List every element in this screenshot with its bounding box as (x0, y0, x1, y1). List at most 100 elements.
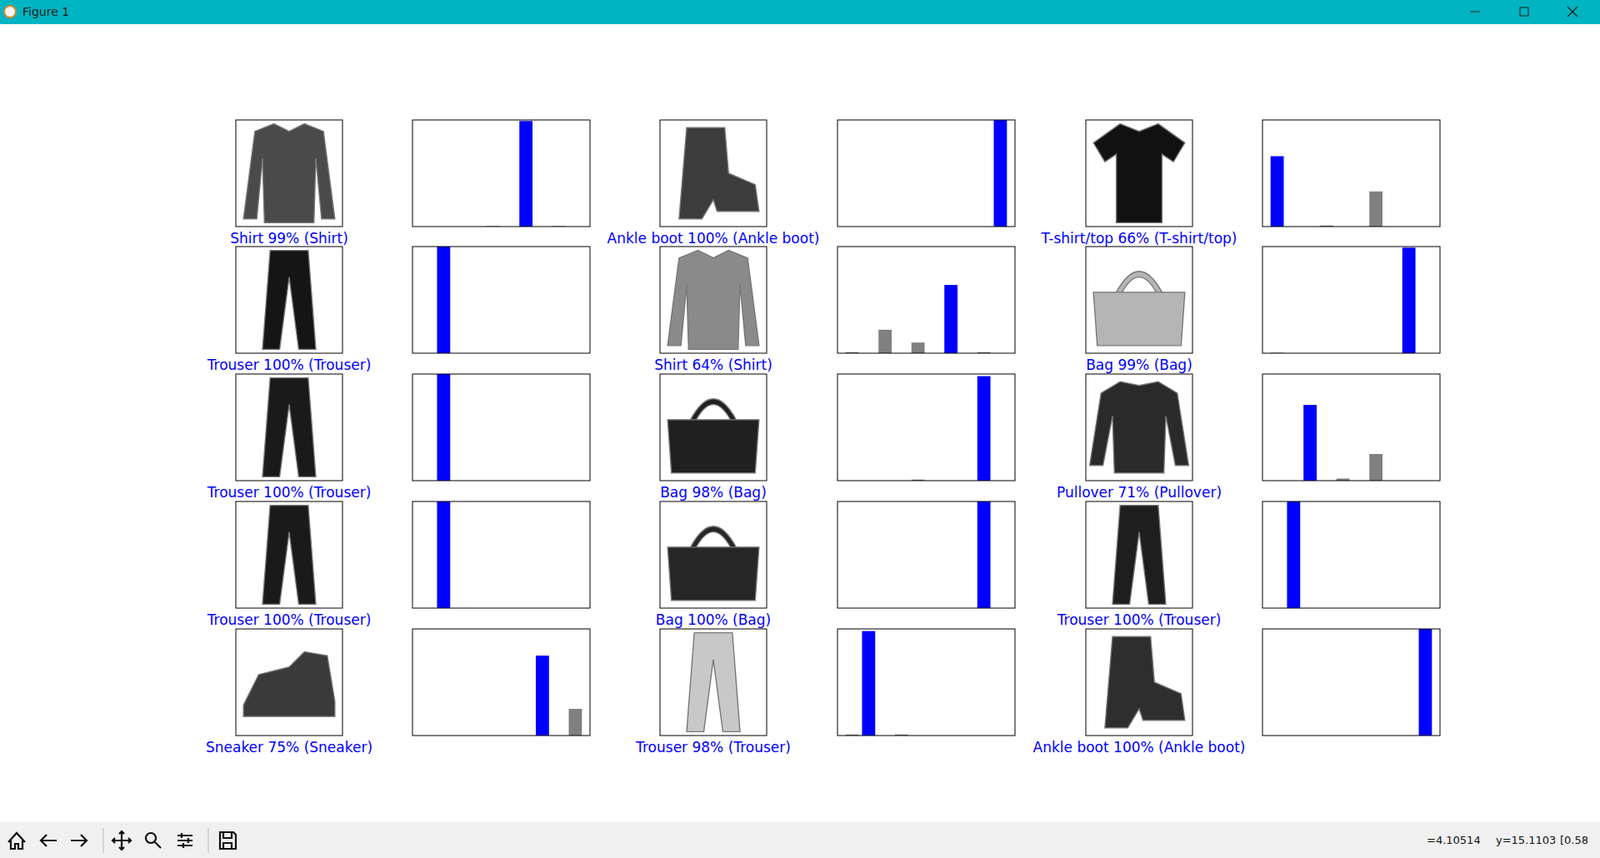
close-button[interactable] (1567, 6, 1578, 17)
x-label: Bag 100% (Bag) (655, 611, 771, 629)
minimize-button[interactable] (1470, 11, 1480, 13)
frame (660, 120, 767, 227)
bar (436, 246, 450, 354)
bar (944, 285, 958, 354)
bar (535, 655, 550, 736)
clothing-image (262, 505, 316, 605)
bar-panel (1262, 120, 1440, 227)
bar (569, 709, 583, 736)
bars (911, 376, 991, 481)
bar (878, 330, 892, 354)
image-panel: Ankle boot 100% (Ankle boot) (1033, 629, 1246, 756)
bars (845, 631, 909, 736)
bar (519, 120, 533, 227)
frame (837, 501, 1015, 609)
bar (1270, 156, 1285, 227)
x-label: Pullover 71% (Pullover) (1056, 484, 1222, 501)
image-panel: Trouser 100% (Trouser) (1056, 501, 1222, 629)
image-panel: Bag 100% (Bag) (655, 501, 771, 629)
status-text: [0.58 (1560, 834, 1589, 847)
bar (994, 120, 1008, 227)
save-button[interactable] (220, 832, 236, 850)
x-label: Bag 99% (Bag) (1085, 356, 1193, 374)
frame (412, 501, 590, 609)
bars (1270, 247, 1416, 354)
image-panel: Ankle boot 100% (Ankle boot) (607, 120, 820, 247)
bar (1286, 501, 1300, 609)
x-label: Ankle boot 100% (Ankle boot) (1033, 739, 1246, 756)
image-panel: Trouser 100% (Trouser) (206, 246, 372, 374)
title-bar (0, 0, 1600, 25)
clothing-image (243, 124, 335, 224)
bars (1419, 629, 1433, 736)
bars (1286, 501, 1300, 609)
home-button[interactable] (8, 833, 25, 850)
bars (535, 655, 582, 736)
frame (235, 246, 343, 354)
bar (1369, 191, 1383, 227)
bars (1303, 405, 1383, 481)
clothing-image (262, 378, 316, 478)
figure-window: Figure 1=4.10514y=15.1103[0.58Shirt 99% … (0, 0, 1600, 858)
image-panel: Shirt 64% (Shirt) (654, 246, 773, 374)
frame (235, 374, 343, 481)
bar-panel (1262, 374, 1440, 481)
clothing-image (262, 250, 316, 350)
frame (660, 629, 767, 736)
frame (1085, 501, 1193, 609)
frame (1262, 120, 1440, 227)
zoom-button[interactable] (145, 833, 161, 849)
image-panel: Trouser 100% (Trouser) (206, 501, 372, 629)
status-text: =4.10514 (1426, 834, 1481, 847)
x-label: Trouser 100% (Trouser) (206, 356, 372, 374)
bar-panel (837, 501, 1015, 609)
bar-panel (837, 246, 1015, 354)
bars (977, 501, 991, 609)
frame (837, 120, 1015, 227)
image-panel: Trouser 100% (Trouser) (206, 374, 372, 501)
frame (837, 374, 1015, 481)
maximize-button[interactable] (1520, 7, 1529, 16)
frame (1085, 120, 1193, 227)
frame (1262, 246, 1440, 354)
bars (436, 374, 450, 481)
bar-panel (1262, 501, 1440, 609)
toolbar (0, 822, 1600, 858)
bar-panel (412, 246, 590, 354)
frame (412, 629, 590, 736)
pan-button[interactable] (112, 831, 131, 850)
bar-panel (1262, 246, 1440, 354)
bar (1402, 247, 1416, 354)
bars (1270, 156, 1383, 227)
bar (436, 374, 450, 481)
bar (436, 501, 450, 609)
bars (845, 285, 991, 354)
bar (861, 631, 875, 736)
back-button[interactable] (40, 835, 57, 847)
x-label: T-shirt/top 66% (T-shirt/top) (1040, 230, 1238, 247)
x-label: Trouser 100% (Trouser) (1056, 611, 1222, 629)
x-label: Shirt 64% (Shirt) (654, 356, 773, 374)
frame (235, 120, 343, 227)
toolbar-separator (103, 828, 105, 854)
window-title: Figure 1 (22, 5, 70, 19)
clothing-image (679, 127, 760, 220)
bar (977, 501, 991, 609)
bar (1369, 454, 1383, 481)
bar-panel (412, 120, 590, 227)
frame (837, 246, 1015, 354)
forward-button[interactable] (70, 835, 87, 847)
x-label: Ankle boot 100% (Ankle boot) (607, 230, 820, 247)
frame (1262, 374, 1440, 481)
bars (436, 246, 450, 354)
background (0, 0, 1600, 858)
x-label: Shirt 99% (Shirt) (230, 230, 349, 247)
image-panel: Bag 99% (Bag) (1085, 246, 1193, 374)
bar-panel (837, 629, 1015, 736)
frame (412, 374, 590, 481)
clothing-image (1112, 505, 1166, 605)
bar-panel (837, 374, 1015, 481)
configure-button[interactable] (177, 833, 193, 849)
frame (660, 246, 767, 354)
frame (235, 629, 343, 736)
